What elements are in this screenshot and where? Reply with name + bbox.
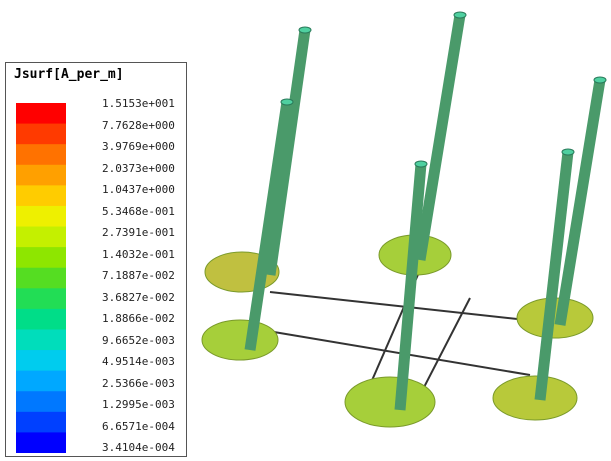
color-swatch [16,412,66,433]
legend-label: 1.5153e+001 [102,98,175,110]
legend-label: 3.4104e-004 [102,442,175,454]
legend-title: Jsurf[A_per_m] [14,67,124,82]
color-swatch [16,103,66,124]
legend-label: 1.4032e-001 [102,249,175,261]
legend-label: 2.0373e+000 [102,163,175,175]
rods [250,15,600,410]
legend-label: 9.6652e-003 [102,335,175,347]
legend-label: 1.0437e+000 [102,184,175,196]
page: {"legend": {"title": "Jsurf[A_per_m]", "… [0,0,611,461]
color-swatch [16,371,66,392]
color-swatch [16,144,66,165]
legend: Jsurf[A_per_m] 1.5153e+001 7.7628e+000 3.9… [5,62,187,457]
legend-label: 2.5366e-003 [102,378,175,390]
legend-label: 4.9514e-003 [102,356,175,368]
color-bar [16,103,66,453]
legend-label: 7.1887e-002 [102,270,175,282]
color-swatch [16,268,66,289]
color-swatch [16,227,66,248]
color-swatch [16,288,66,309]
legend-label: 6.6571e-004 [102,421,175,433]
legend-label: 7.7628e+000 [102,120,175,132]
legend-label: 2.7391e-001 [102,227,175,239]
legend-label: 3.9769e+000 [102,141,175,153]
color-swatch [16,391,66,412]
legend-label: 3.6827e-002 [102,292,175,304]
color-swatch [16,350,66,371]
color-swatch [16,165,66,186]
legend-label: 1.8866e-002 [102,313,175,325]
legend-label: 5.3468e-001 [102,206,175,218]
color-swatch [16,185,66,206]
color-swatch [16,329,66,350]
color-swatch [16,247,66,268]
color-swatch [16,206,66,227]
color-swatch [16,432,66,453]
color-swatch [16,309,66,330]
color-swatch [16,124,66,145]
legend-label: 1.2995e-003 [102,399,175,411]
